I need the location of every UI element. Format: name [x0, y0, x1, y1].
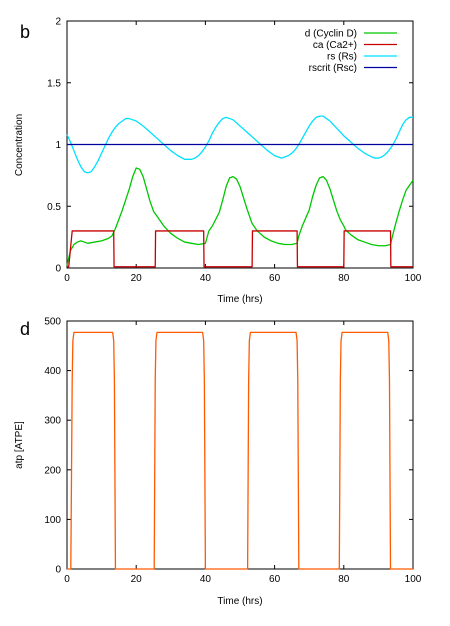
- x-tick-label-b: 40: [200, 273, 212, 284]
- y-tick-label-d: 300: [44, 416, 61, 427]
- series-group-b: [66, 115, 414, 268]
- x-tick-label-d: 40: [200, 574, 212, 585]
- y-tick-label-d: 100: [44, 515, 61, 526]
- y-tick-label-b: 0.5: [47, 202, 61, 213]
- y-tick-label-d: 200: [44, 465, 61, 476]
- x-axis-label-b: Time (hrs): [217, 294, 262, 305]
- series-line-b-1: [67, 230, 413, 268]
- y-tick-label-b: 1: [55, 140, 61, 151]
- x-tick-label-b: 20: [131, 273, 143, 284]
- series-line-b-0: [66, 167, 414, 266]
- y-axis-label-b: Concentration: [14, 114, 25, 176]
- panel-label-d: d: [20, 319, 30, 339]
- y-tick-label-d: 500: [44, 317, 61, 328]
- x-tick-label-d: 100: [405, 574, 422, 585]
- series-line-b-2: [66, 115, 413, 174]
- x-tick-label-d: 60: [269, 574, 281, 585]
- y-tick-label-d: 0: [55, 565, 61, 576]
- plot-frame-d: [66, 320, 414, 570]
- x-tick-label-b: 0: [64, 273, 70, 284]
- y-tick-label-b: 0: [55, 264, 61, 275]
- y-tick-label-d: 400: [44, 366, 61, 377]
- y-tick-label-b: 2: [55, 17, 61, 28]
- x-tick-label-d: 80: [338, 574, 350, 585]
- legend-b: d (Cyclin D)ca (Ca2+)rs (Rs)rscrit (Rsc): [305, 29, 397, 74]
- chart-panel-d: d 0 20 40 60 80 100 0 100 200 300 400 500 Time (hrs…: [14, 317, 422, 608]
- x-tick-label-b: 100: [405, 273, 422, 284]
- legend-label-1: ca (Ca2+): [313, 40, 357, 51]
- panel-label-b: b: [20, 22, 30, 42]
- legend-label-3: rscrit (Rsc): [309, 63, 357, 74]
- x-tick-label-b: 80: [338, 273, 350, 284]
- series-group-d: [67, 331, 413, 570]
- legend-label-0: d (Cyclin D): [305, 29, 357, 40]
- x-tick-label-d: 0: [64, 574, 70, 585]
- series-line-d-0: [67, 331, 413, 570]
- x-tick-label-b: 60: [269, 273, 281, 284]
- x-axis-label-d: Time (hrs): [217, 596, 262, 607]
- y-axis-label-d: atp [ATPE]: [14, 421, 25, 469]
- axis-ticks-d: 0 20 40 60 80 100 0 100 200 300 400 500: [44, 317, 421, 586]
- x-tick-label-d: 20: [131, 574, 143, 585]
- chart-panel-b: b 0 20 40 60 80 100 0 0.5 1 1.5 2 Time (hrs) Conce…: [14, 17, 422, 306]
- y-tick-label-b: 1.5: [47, 78, 61, 89]
- legend-label-2: rs (Rs): [327, 52, 357, 63]
